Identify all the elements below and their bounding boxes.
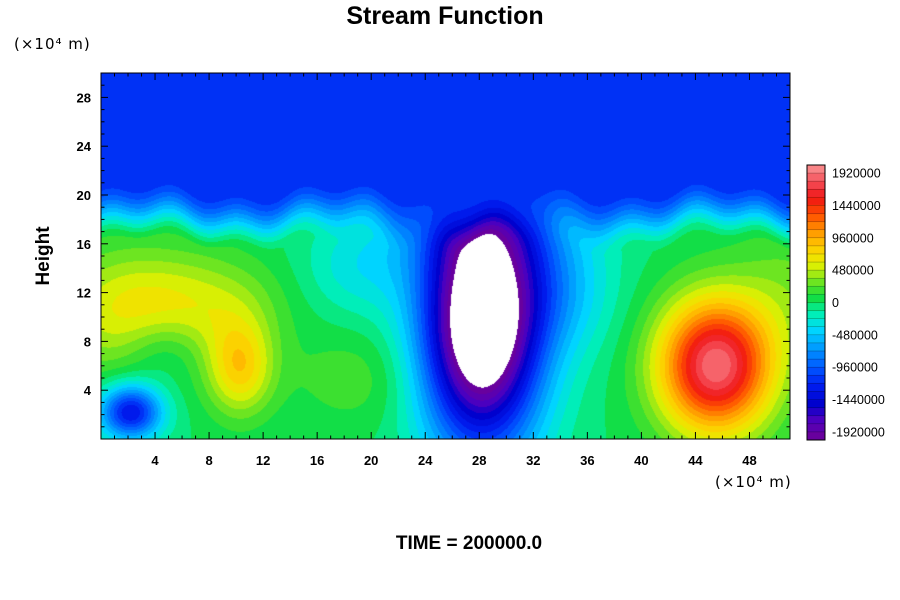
y-tick-label: 4 — [84, 383, 92, 398]
colorbar-ticks: 1920000 1440000 960000 480000 0 -480000 -96000… — [832, 167, 885, 440]
x-tick-label: 12 — [256, 453, 270, 468]
colorbar-tick-label: -1920000 — [832, 425, 885, 439]
time-footer: TIME = 200000.0 — [396, 533, 542, 554]
y-tick-label: 12 — [77, 286, 91, 301]
colorbar-tick-label: 480000 — [832, 264, 874, 278]
y-axis-label: Height — [33, 226, 54, 286]
x-tick-label: 44 — [688, 453, 703, 468]
x-unit-label: (×10⁴ m) — [715, 473, 792, 491]
x-tick-label: 8 — [205, 453, 212, 468]
colorbar-level-lines — [807, 172, 825, 433]
colorbar-tick-label: -960000 — [832, 361, 878, 375]
y-tick-label: 8 — [84, 334, 91, 349]
colorbar-tick-label: 960000 — [832, 231, 874, 245]
colorbar-tick-label: 1920000 — [832, 167, 881, 181]
heatmap-plot-area — [100, 72, 791, 440]
y-tick-label: 16 — [77, 237, 91, 252]
y-axis: 4 8 12 16 20 24 28 — [77, 84, 790, 428]
y-tick-label: 24 — [77, 139, 92, 154]
x-tick-label: 32 — [526, 453, 540, 468]
stream-function-heatmap — [101, 73, 790, 439]
y-tick-label: 20 — [77, 188, 91, 203]
y-tick-label: 28 — [77, 90, 91, 105]
colorbar-frame — [806, 164, 826, 441]
x-tick-label: 36 — [580, 453, 594, 468]
colorbar: 1920000 1440000 960000 480000 0 -480000 -96000… — [806, 164, 885, 441]
x-tick-label: 16 — [310, 453, 324, 468]
y-unit-label: (×10⁴ m) — [14, 35, 91, 53]
colorbar-tick-label: 1440000 — [832, 199, 881, 213]
chart-title: Stream Function — [346, 2, 543, 30]
x-tick-label: 28 — [472, 453, 486, 468]
x-tick-label: 48 — [742, 453, 756, 468]
x-tick-label: 40 — [634, 453, 648, 468]
x-tick-label: 4 — [151, 453, 159, 468]
colorbar-tick-label: 0 — [832, 296, 839, 310]
x-axis: 4 8 12 16 20 24 28 32 36 40 44 48 — [114, 73, 777, 468]
x-tick-label: 24 — [418, 453, 433, 468]
colorbar-tick-label: -1440000 — [832, 393, 885, 407]
x-tick-label: 20 — [364, 453, 378, 468]
colorbar-tick-label: -480000 — [832, 328, 878, 342]
